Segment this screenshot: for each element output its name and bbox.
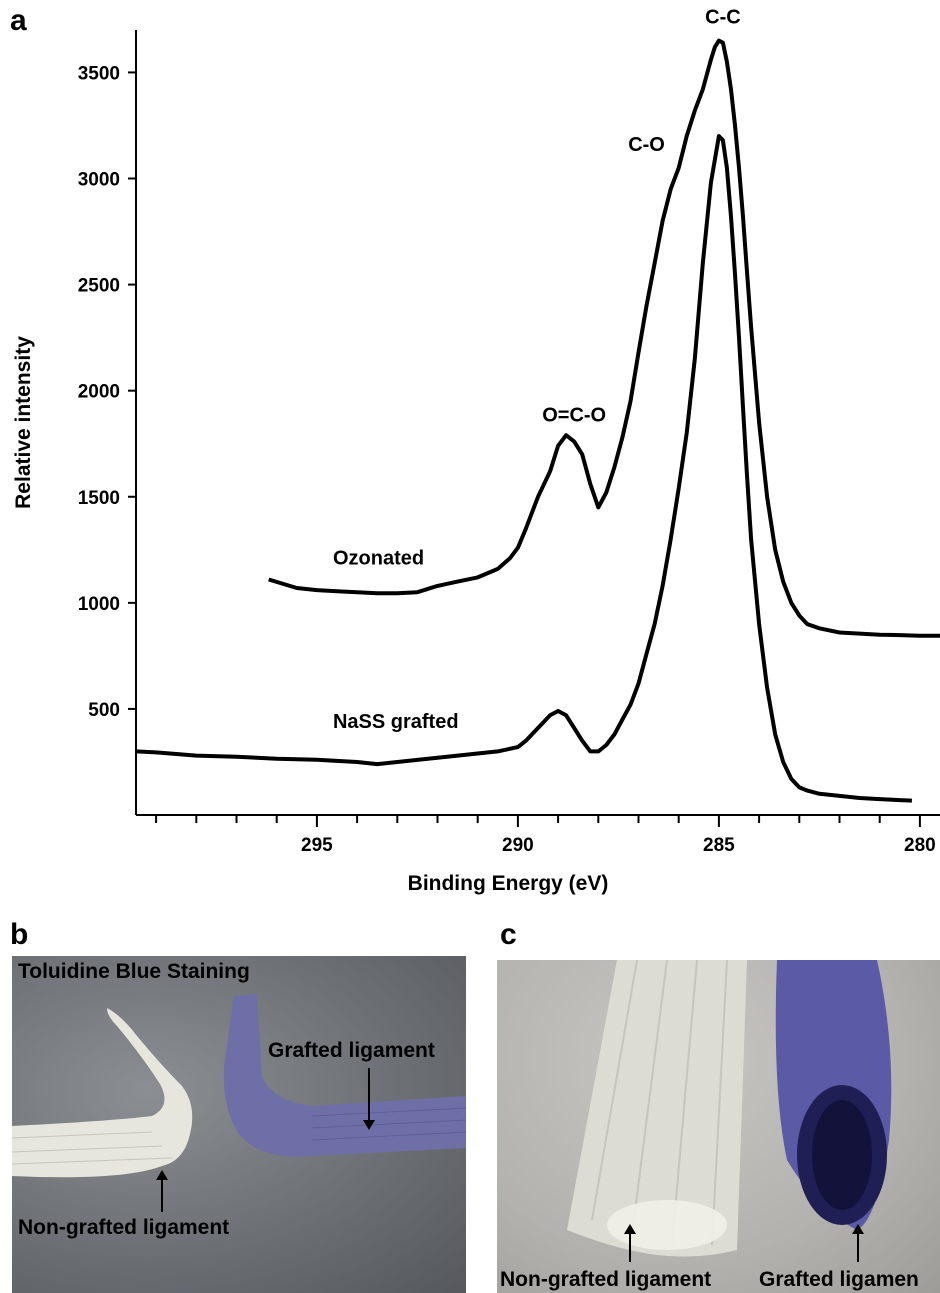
y-tick-label: 500 [88,700,120,721]
xps-chart: 500 1000 1500 2000 2500 3000 3500 295 290 285 280 B… [12,7,940,895]
photo-toluidine-blue: Toluidine Blue Staining Grafted ligament… [12,956,466,1293]
photo-c-drawing [567,960,892,1257]
series-line-nass-grafted [135,134,912,803]
photo-c-nongrafted-label: Non-grafted ligament [500,1268,712,1291]
y-tick-label: 3500 [78,63,120,84]
photo-b-nongrafted-label: Non-grafted ligament [18,1216,230,1239]
annotation-nass-grafted: NaSS grafted [333,711,459,733]
x-tick-label: 285 [703,835,735,856]
photo-ligament-closeup: Non-grafted ligament Grafted ligamen [497,960,940,1293]
y-tick-label: 3000 [78,170,120,191]
photo-c-grafted-label: Grafted ligamen [759,1268,919,1291]
nongrafted-arrow [156,1170,168,1212]
photo-c-grafted-arrow [852,1224,864,1262]
annotation-c-c: C-C [705,7,741,29]
photo-c-nongrafted-arrow [624,1224,636,1262]
annotation-ozonated: Ozonated [333,548,424,570]
panel-label-b: b [10,918,29,951]
y-axis-label: Relative intensity [12,336,35,509]
x-tick-label: 280 [904,835,936,856]
annotation-o-c-o: O=C-O [542,404,606,426]
y-tick-label: 2500 [78,276,120,297]
grafted-ligament-shape [223,994,466,1157]
x-tick-label: 295 [301,835,333,856]
y-tick-label: 1500 [78,488,120,509]
annotation-c-o: C-O [628,134,665,156]
photo-b-grafted-label: Grafted ligament [268,1039,435,1062]
grafted-arrow [363,1068,375,1130]
series-line-ozonated [268,38,940,638]
photo-b-title: Toluidine Blue Staining [18,960,250,983]
panel-label-c: c [500,918,517,951]
panel-label-a: a [10,4,27,37]
photo-b-drawing [12,994,466,1178]
x-axis-label: Binding Energy (eV) [408,872,609,895]
x-tick-label: 290 [502,835,534,856]
nongrafted-tube-shape [567,960,747,1257]
nongrafted-ligament-shape [12,1008,193,1178]
y-tick-label: 2000 [78,382,120,403]
y-tick-label: 1000 [78,594,120,615]
